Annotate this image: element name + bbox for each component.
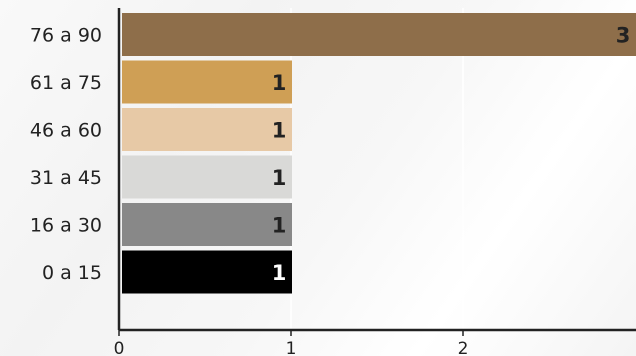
category-label: 76 a 90 [30,25,102,47]
bar [122,108,292,151]
bar [122,60,292,104]
x-tick-label: 2 [458,339,469,356]
value-label: 1 [272,214,287,238]
value-label: 1 [272,166,287,190]
category-label: 61 a 75 [30,72,102,94]
bar [122,13,636,56]
bar [122,250,292,294]
bars [122,13,636,294]
value-label: 1 [272,261,287,285]
category-label: 16 a 30 [30,215,102,237]
axes: 0 1 2 [114,8,636,356]
value-labels: 3 1 1 1 1 1 [272,24,631,286]
value-label: 1 [272,119,287,143]
category-labels: 76 a 90 61 a 75 46 a 60 31 a 45 16 a 30 0 a 1… [30,25,102,285]
category-label: 0 a 15 [42,262,102,284]
category-label: 46 a 60 [30,120,102,142]
bar [122,203,292,246]
x-tick-label: 1 [286,339,297,356]
category-label: 31 a 45 [30,167,102,189]
bar [122,155,292,199]
x-tick-label: 0 [114,339,125,356]
value-label: 3 [616,24,631,48]
value-label: 1 [272,71,287,95]
grid-lines [290,8,464,330]
